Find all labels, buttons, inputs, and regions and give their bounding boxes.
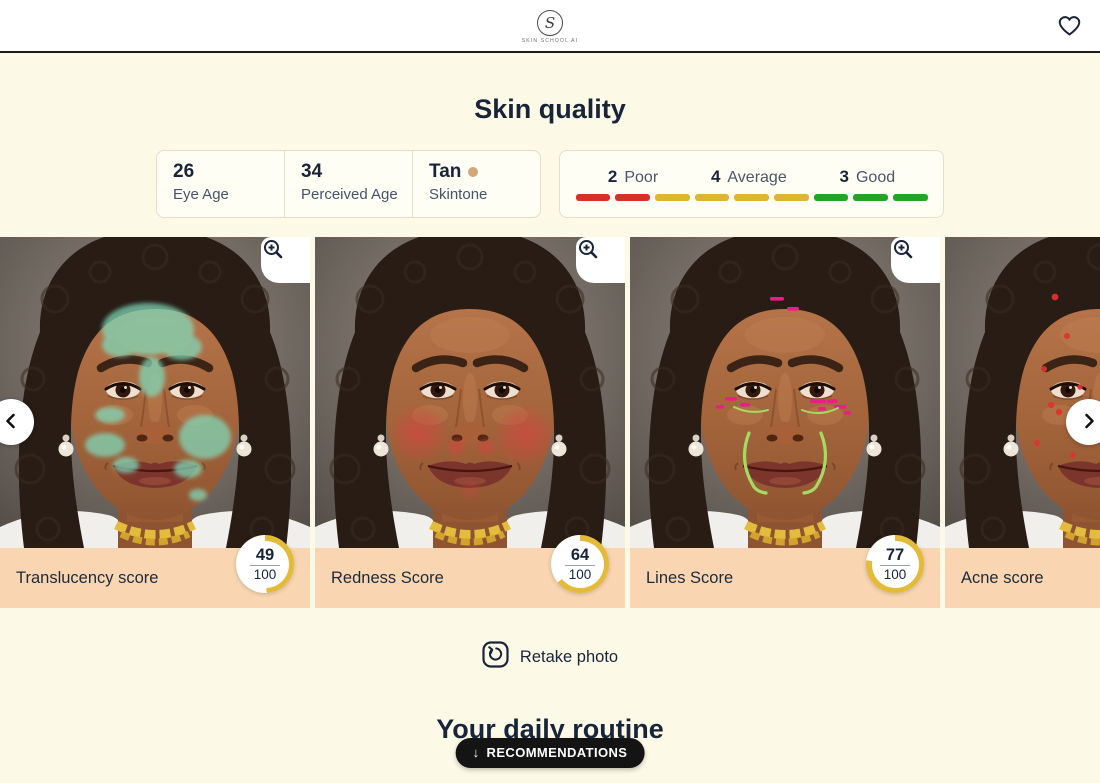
legend-average: 4 Average <box>711 167 787 187</box>
slide-lines: Lines Score 77 100 <box>630 237 940 608</box>
translucency-overlay <box>85 303 231 501</box>
eye-age-value: 26 <box>173 161 195 182</box>
lines-score-bar: Lines Score 77 100 <box>630 535 940 608</box>
score-total: 100 <box>568 567 592 582</box>
skintone-value: Tan <box>429 161 540 183</box>
routine-section: Your daily routine ↓ RECOMMENDATIONS <box>0 714 1100 768</box>
quality-legend-labels: 2 Poor 4 Average 3 Good <box>582 167 922 187</box>
slide-acne: Acne score <box>945 237 1100 608</box>
stat-skintone: Tan Skintone <box>412 151 540 217</box>
perceived-age-label: Perceived Age <box>301 185 398 203</box>
score-value: 77 <box>885 545 905 564</box>
acne-score-bar: Acne score <box>945 548 1100 608</box>
brand-logo: S SKIN SCHOOL AI <box>521 9 579 44</box>
translucency-score-label: Translucency score <box>16 568 159 587</box>
heart-icon <box>1056 16 1083 40</box>
average-label: Average <box>727 169 787 186</box>
favorite-button[interactable] <box>1056 13 1083 40</box>
legend-good: 3 Good <box>840 167 896 187</box>
eye-age-label: Eye Age <box>173 185 229 203</box>
retake-row: Retake photo <box>0 641 1100 673</box>
score-badge: 49 100 <box>236 535 294 593</box>
score-badge: 77 100 <box>866 535 924 593</box>
score-badge: 64 100 <box>551 535 609 593</box>
lines-zoom-button[interactable] <box>891 237 940 283</box>
legend-segment-good <box>892 194 928 201</box>
lines-score-label: Lines Score <box>646 568 734 587</box>
legend-segment-poor <box>575 194 611 201</box>
acne-score-label: Acne score <box>961 568 1044 587</box>
retake-photo-button[interactable]: Retake photo <box>482 641 618 673</box>
redness-score-label: Redness Score <box>331 568 444 587</box>
translucency-zoom-button[interactable] <box>261 237 310 283</box>
summary-cards-row: 26 Eye Age 34 Perceived Age Tan Skintone… <box>0 150 1100 218</box>
score-value: 64 <box>570 545 590 564</box>
carousel-track: Translucency score 49 100 <box>0 237 1100 608</box>
page-title: Skin quality <box>474 94 626 124</box>
average-count: 4 <box>710 167 721 186</box>
brand-logo-icon: S <box>536 9 563 36</box>
legend-segment-average <box>654 194 690 201</box>
recommendations-button[interactable]: ↓ RECOMMENDATIONS <box>455 738 645 768</box>
app-header: S SKIN SCHOOL AI <box>0 0 1100 53</box>
good-label: Good <box>855 169 896 186</box>
acne-overlay <box>1034 293 1083 458</box>
score-total: 100 <box>883 567 907 582</box>
legend-segment-poor <box>615 194 650 201</box>
acne-photo <box>945 237 1100 548</box>
retake-label: Retake photo <box>519 647 619 666</box>
quality-legend-card: 2 Poor 4 Average 3 Good <box>559 150 944 218</box>
stat-eye-age: 26 Eye Age <box>157 151 284 217</box>
quality-segments <box>575 194 928 201</box>
carousel-prev-button[interactable] <box>0 399 34 445</box>
lines-overlay <box>716 297 851 495</box>
legend-segment-good <box>853 194 888 201</box>
carousel-next-button[interactable] <box>1066 399 1100 445</box>
perceived-age-value: 34 <box>301 161 323 182</box>
arrow-down-icon: ↓ <box>472 745 480 760</box>
score-divider <box>250 565 280 566</box>
legend-segment-good <box>813 194 849 201</box>
score-carousel: Translucency score 49 100 <box>0 237 1100 608</box>
slide-redness: Redness Score 64 100 <box>315 237 625 608</box>
score-value: 49 <box>255 545 275 564</box>
skintone-swatch-dot <box>468 166 479 177</box>
brand-name: SKIN SCHOOL AI <box>521 37 579 44</box>
lines-photo <box>630 237 940 548</box>
chevron-left-icon <box>2 412 20 433</box>
translucency-score-bar: Translucency score 49 100 <box>0 535 310 608</box>
score-total: 100 <box>253 567 277 582</box>
poor-label: Poor <box>624 169 659 186</box>
age-skintone-card: 26 Eye Age 34 Perceived Age Tan Skintone <box>156 150 541 218</box>
recommendations-label: RECOMMENDATIONS <box>486 745 628 760</box>
stat-perceived-age: 34 Perceived Age <box>284 151 412 217</box>
legend-segment-average <box>694 194 730 201</box>
slide-translucency: Translucency score 49 100 <box>0 237 310 608</box>
legend-segment-average <box>773 194 809 201</box>
redness-score-bar: Redness Score 64 100 <box>315 535 625 608</box>
score-divider <box>880 565 910 566</box>
redness-zoom-button[interactable] <box>576 237 625 283</box>
skintone-label: Skintone <box>429 185 488 203</box>
redness-overlay <box>389 403 557 502</box>
legend-segment-average <box>734 194 769 201</box>
poor-count: 2 <box>607 167 618 186</box>
redness-photo <box>315 237 625 548</box>
retake-icon <box>482 641 509 673</box>
legend-poor: 2 Poor <box>608 167 658 187</box>
good-count: 3 <box>839 167 849 186</box>
score-divider <box>565 565 595 566</box>
translucency-photo <box>0 237 310 548</box>
chevron-right-icon <box>1080 412 1098 433</box>
